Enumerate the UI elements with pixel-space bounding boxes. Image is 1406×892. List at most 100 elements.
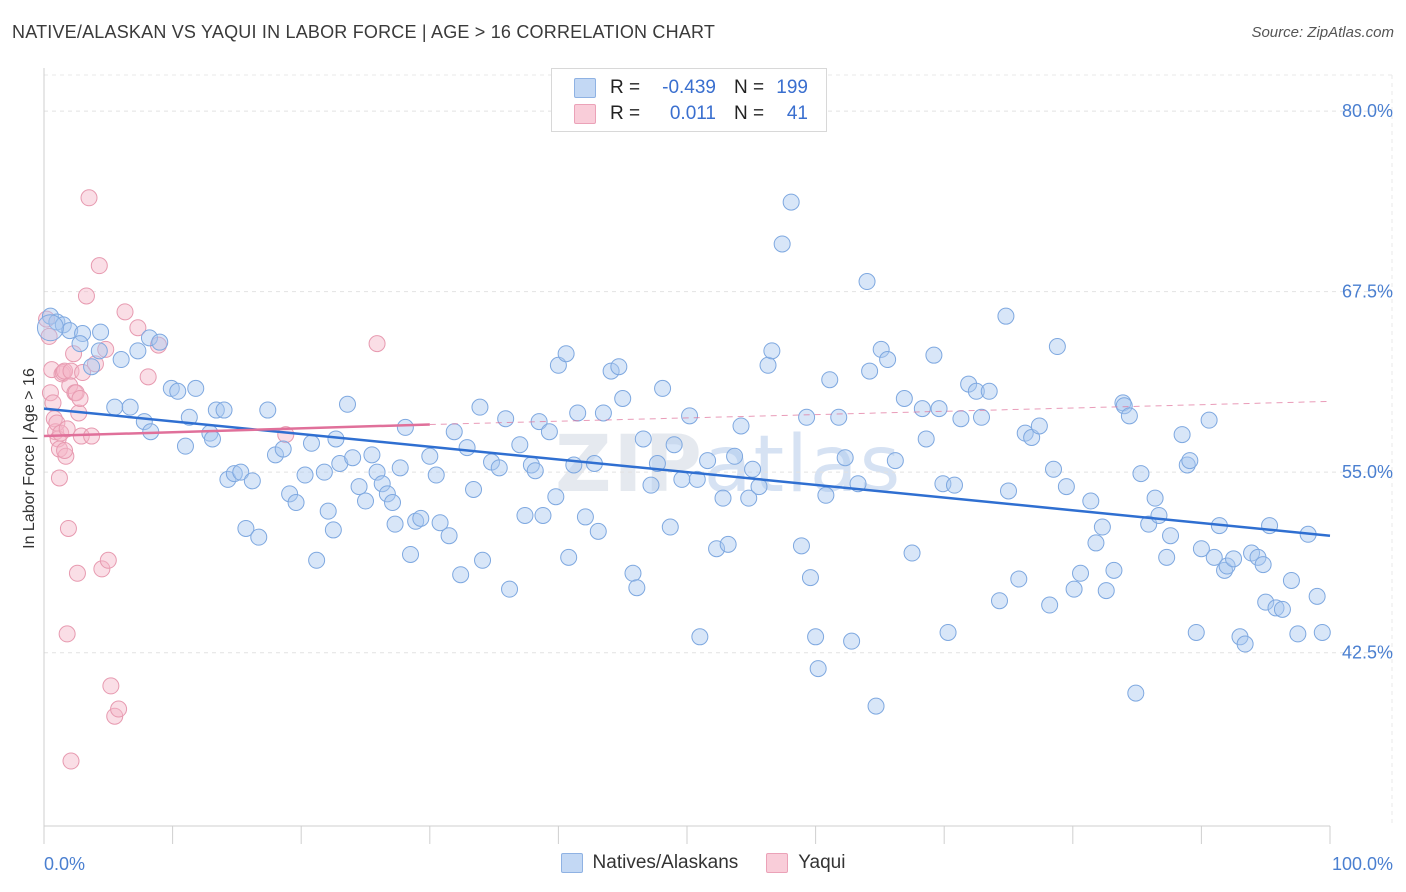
yaqui-point	[93, 560, 111, 578]
native-point	[338, 395, 356, 413]
legend-label: Yaqui	[798, 852, 846, 873]
native-point	[203, 430, 221, 448]
yaqui-point	[97, 340, 115, 358]
native-point	[801, 569, 819, 587]
native-point	[821, 371, 839, 389]
native-point	[624, 564, 642, 582]
native-point	[759, 356, 777, 374]
native-point	[373, 475, 391, 493]
native-point	[474, 551, 492, 569]
native-point	[614, 390, 632, 408]
native-point	[511, 436, 529, 454]
native-point	[628, 579, 646, 597]
native-point	[913, 400, 931, 418]
native-point	[36, 314, 64, 342]
native-point	[917, 430, 935, 448]
chart-title: NATIVE/ALASKAN VS YAQUI IN LABOR FORCE |…	[12, 22, 716, 42]
n-label: N =	[734, 77, 765, 98]
native-point	[1115, 397, 1133, 415]
native-point	[421, 447, 439, 465]
native-point	[74, 325, 92, 343]
native-point	[732, 417, 750, 435]
yaqui-point	[58, 625, 76, 643]
native-point	[872, 340, 890, 358]
yaqui-point	[65, 345, 83, 363]
native-point	[980, 382, 998, 400]
native-point	[106, 398, 124, 416]
native-point	[661, 518, 679, 536]
native-point	[763, 342, 781, 360]
n-value: 199	[776, 77, 808, 98]
native-point	[665, 436, 683, 454]
native-point	[809, 660, 827, 678]
yaqui-point	[149, 336, 167, 354]
trend-lines	[43, 400, 1331, 537]
yaqui-point	[59, 519, 77, 537]
native-point	[465, 480, 483, 498]
axes	[43, 68, 1331, 844]
native-point	[836, 449, 854, 467]
native-point	[1225, 550, 1243, 568]
native-point	[654, 379, 672, 397]
native-point	[1127, 684, 1145, 702]
native-point	[879, 351, 897, 369]
native-point	[1041, 596, 1059, 614]
yaqui-point	[68, 564, 86, 582]
watermark: ZIPatlas	[555, 420, 902, 510]
native-point	[1173, 426, 1191, 444]
native-point	[990, 592, 1008, 610]
native-point	[1010, 570, 1028, 588]
chart-source: Source: ZipAtlas.com	[1251, 24, 1394, 41]
native-point	[427, 466, 445, 484]
natives-swatch	[574, 78, 596, 98]
yaqui-point	[77, 287, 95, 305]
series-legend: Natives/Alaskans Yaqui	[0, 852, 1406, 874]
native-point	[843, 632, 861, 650]
native-point	[817, 486, 835, 504]
native-point	[319, 502, 337, 520]
y-tick-label: 80.0%	[1342, 101, 1393, 121]
native-point	[1257, 593, 1275, 611]
native-point	[219, 470, 237, 488]
native-point	[858, 273, 876, 291]
n-label: N =	[734, 103, 765, 124]
yaqui-point	[50, 469, 68, 487]
yaqui-point	[74, 364, 92, 382]
native-point	[396, 418, 414, 436]
native-point	[296, 466, 314, 484]
yaqui-trend-extension	[429, 400, 1331, 426]
native-point	[308, 551, 326, 569]
native-point	[688, 470, 706, 488]
native-point	[1282, 571, 1300, 589]
native-point	[547, 488, 565, 506]
legend-label: Natives/Alaskans	[592, 852, 739, 873]
native-point	[386, 515, 404, 533]
native-point	[861, 362, 879, 380]
native-point	[557, 345, 575, 363]
native-point	[497, 410, 515, 428]
natives-legend-swatch	[560, 853, 583, 873]
native-point	[458, 439, 476, 457]
native-point	[471, 398, 489, 416]
native-point	[363, 446, 381, 464]
native-point	[726, 447, 744, 465]
native-point	[1181, 452, 1199, 470]
native-point	[391, 459, 409, 477]
native-point	[867, 697, 885, 715]
native-point	[576, 508, 594, 526]
native-point	[895, 390, 913, 408]
yaqui-point	[62, 752, 80, 770]
axis-labels: 80.0% 67.5% 55.0% 42.5% 0.0% 100.0% In Labor F…	[21, 101, 1393, 874]
native-point	[830, 408, 848, 426]
yaqui-point	[83, 427, 101, 445]
native-point	[1000, 482, 1017, 500]
native-point	[798, 408, 816, 426]
native-point	[440, 527, 458, 545]
native-point	[1254, 556, 1272, 574]
native-point	[274, 440, 292, 458]
native-point	[169, 382, 187, 400]
native-point	[1236, 635, 1254, 653]
native-point	[407, 512, 425, 530]
native-point	[526, 462, 544, 480]
